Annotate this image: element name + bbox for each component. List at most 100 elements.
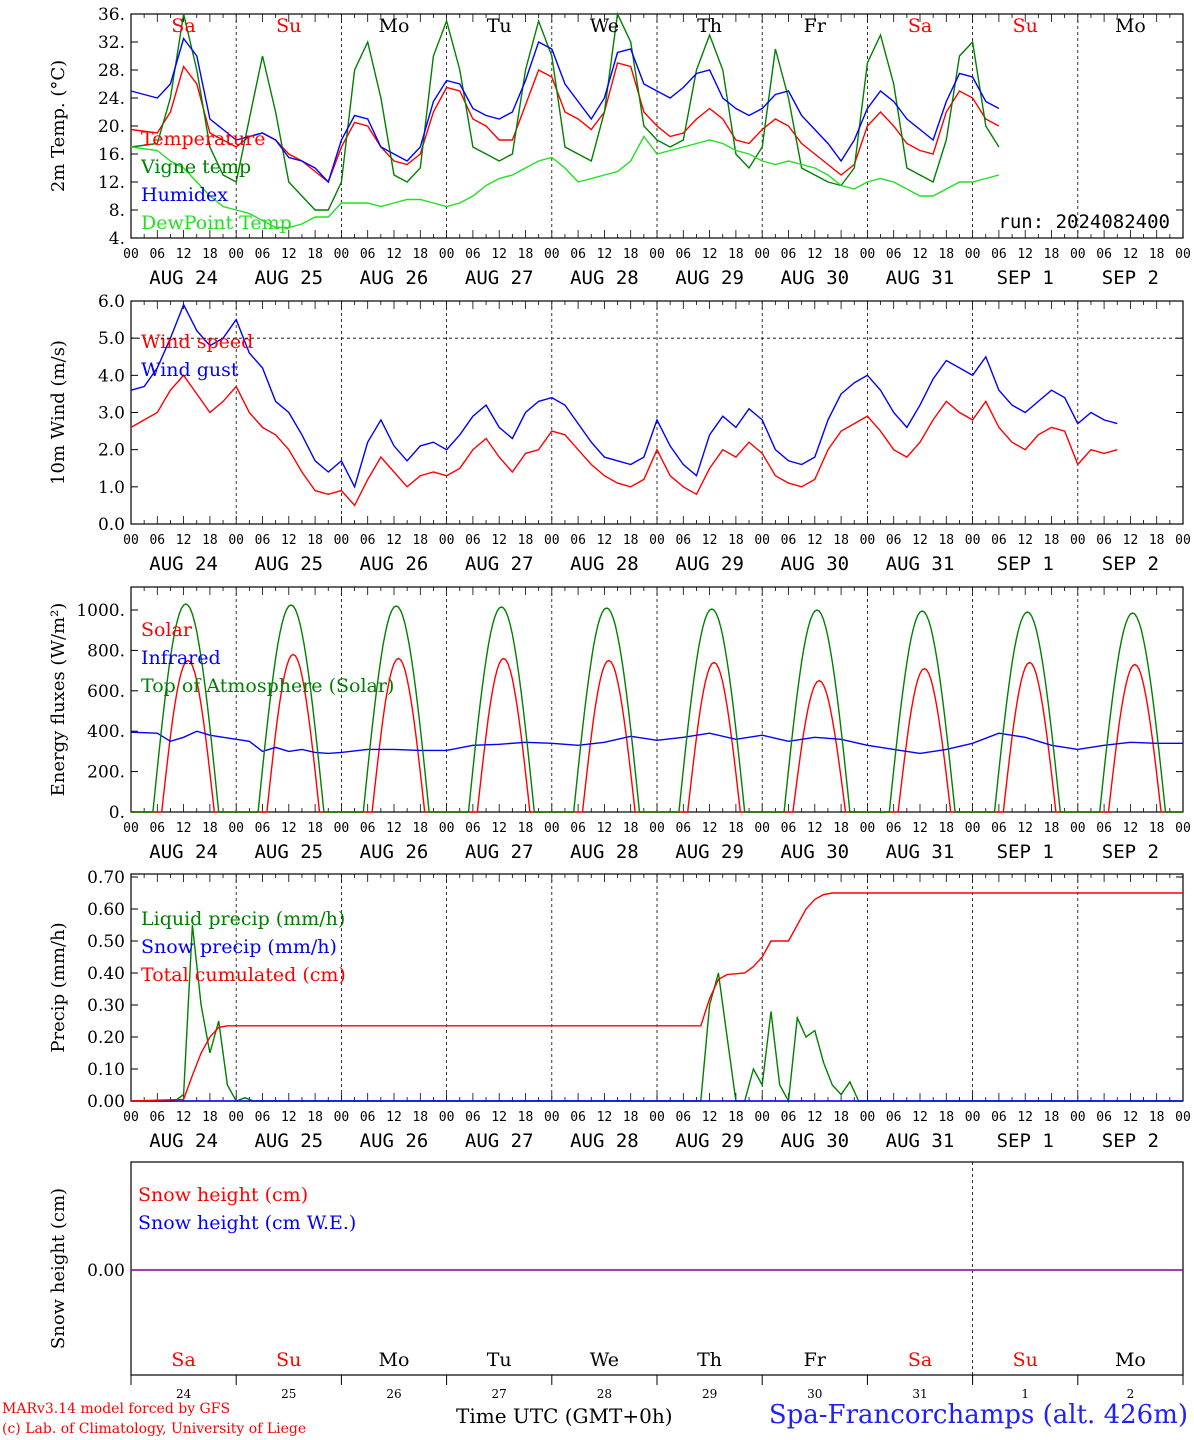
hour-tick-label: 00	[649, 533, 665, 548]
hour-tick-label: 06	[360, 247, 376, 262]
legend-entry: Wind gust	[141, 359, 239, 381]
legend-entry: Wind speed	[141, 331, 253, 353]
series-vigne-temp	[130, 11, 1000, 211]
hour-tick-label: 00	[1175, 247, 1191, 262]
hour-tick-label: 12	[176, 821, 192, 836]
day-label-bottom: Su	[1013, 1349, 1038, 1371]
hour-tick-label: 12	[1123, 247, 1139, 262]
hour-tick-label: 12	[281, 247, 297, 262]
hour-tick-label: 00	[965, 821, 981, 836]
hour-tick-label: 18	[518, 533, 534, 548]
hour-tick-label: 18	[412, 1110, 428, 1125]
hour-tick-label: 12	[1017, 533, 1033, 548]
date-label: AUG 29	[675, 841, 744, 863]
hour-tick-label: 06	[570, 1110, 586, 1125]
hour-tick-label: 12	[491, 247, 507, 262]
day-label-top: Th	[697, 15, 722, 37]
hour-tick-label: 06	[360, 821, 376, 836]
series-humidex	[130, 36, 1000, 184]
hour-tick-label: 12	[702, 821, 718, 836]
hour-tick-label: 00	[965, 533, 981, 548]
hour-tick-label: 00	[544, 247, 560, 262]
day-label-bottom: Mo	[379, 1349, 410, 1371]
hour-tick-label: 18	[202, 533, 218, 548]
day-label-top: Mo	[1115, 15, 1146, 37]
bottom-date-label: 2	[1127, 1387, 1135, 1401]
date-label: SEP 2	[1102, 553, 1159, 575]
y-tick-label: 8.	[109, 201, 125, 221]
date-label: AUG 28	[570, 841, 639, 863]
y-tick-label: 0.10	[87, 1060, 125, 1080]
y-tick-label: 0.70	[87, 868, 125, 888]
hour-tick-label: 06	[991, 533, 1007, 548]
hour-tick-label: 00	[334, 247, 350, 262]
hour-tick-label: 00	[123, 247, 139, 262]
day-label-bottom: Th	[697, 1349, 722, 1371]
date-label: AUG 30	[780, 841, 849, 863]
hour-tick-label: 00	[334, 821, 350, 836]
legend-entry: DewPoint Temp	[141, 212, 292, 234]
date-label: AUG 24	[149, 553, 218, 575]
hour-tick-label: 06	[149, 247, 165, 262]
hour-tick-label: 18	[412, 247, 428, 262]
hour-tick-label: 00	[860, 821, 876, 836]
hour-tick-label: 18	[1044, 1110, 1060, 1125]
hour-tick-label: 00	[544, 533, 560, 548]
hour-tick-label: 06	[1096, 821, 1112, 836]
hour-tick-label: 12	[1123, 533, 1139, 548]
hour-tick-label: 06	[1096, 1110, 1112, 1125]
date-label: AUG 31	[886, 1130, 955, 1152]
bottom-date-label: 26	[386, 1387, 401, 1401]
hour-tick-label: 00	[1070, 821, 1086, 836]
legend-entry: Infrared	[141, 647, 221, 669]
date-label: AUG 31	[886, 841, 955, 863]
y-tick-label: 0.00	[87, 1261, 125, 1281]
y-tick-label: 0.60	[87, 900, 125, 920]
series-wind-gust	[130, 302, 1118, 489]
hour-tick-label: 06	[781, 821, 797, 836]
hour-tick-label: 12	[597, 821, 613, 836]
date-label: AUG 26	[360, 553, 429, 575]
hour-tick-label: 12	[912, 1110, 928, 1125]
y-axis-label: Precip (mm/h)	[48, 922, 69, 1052]
date-label: AUG 28	[570, 553, 639, 575]
hour-tick-label: 00	[1175, 821, 1191, 836]
y-tick-label: 1000.	[76, 601, 125, 621]
y-axis-label: Snow height (cm)	[48, 1188, 69, 1349]
y-tick-label: 400.	[87, 722, 125, 742]
hour-tick-label: 00	[754, 821, 770, 836]
bottom-date-label: 25	[281, 1387, 296, 1401]
hour-tick-label: 12	[702, 247, 718, 262]
hour-tick-label: 18	[1149, 533, 1165, 548]
y-tick-label: 3.0	[98, 404, 125, 424]
hour-tick-label: 12	[281, 533, 297, 548]
hour-tick-label: 12	[807, 1110, 823, 1125]
hour-tick-label: 18	[623, 247, 639, 262]
hour-tick-label: 06	[360, 1110, 376, 1125]
hour-tick-label: 18	[202, 1110, 218, 1125]
hour-tick-label: 06	[675, 821, 691, 836]
hour-tick-label: 00	[439, 1110, 455, 1125]
hour-tick-label: 06	[255, 247, 271, 262]
hour-tick-label: 06	[149, 1110, 165, 1125]
hour-tick-label: 06	[781, 247, 797, 262]
day-label-bottom: Su	[276, 1349, 301, 1371]
hour-tick-label: 12	[491, 821, 507, 836]
bottom-date-label: 29	[702, 1387, 717, 1401]
y-tick-label: 0.40	[87, 964, 125, 984]
y-tick-label: 0.00	[87, 1092, 125, 1112]
series-top-of-atmosphere-solar-	[131, 603, 1183, 813]
date-label: AUG 26	[360, 1130, 429, 1152]
day-label-bottom: Sa	[908, 1349, 932, 1371]
hour-tick-label: 12	[386, 1110, 402, 1125]
hour-tick-label: 18	[1149, 247, 1165, 262]
hour-tick-label: 18	[623, 1110, 639, 1125]
hour-tick-label: 12	[491, 533, 507, 548]
hour-tick-label: 06	[991, 1110, 1007, 1125]
hour-tick-label: 00	[649, 247, 665, 262]
hour-tick-label: 12	[386, 821, 402, 836]
hour-tick-label: 18	[833, 533, 849, 548]
hour-tick-label: 00	[1070, 533, 1086, 548]
date-label: SEP 2	[1102, 841, 1159, 863]
